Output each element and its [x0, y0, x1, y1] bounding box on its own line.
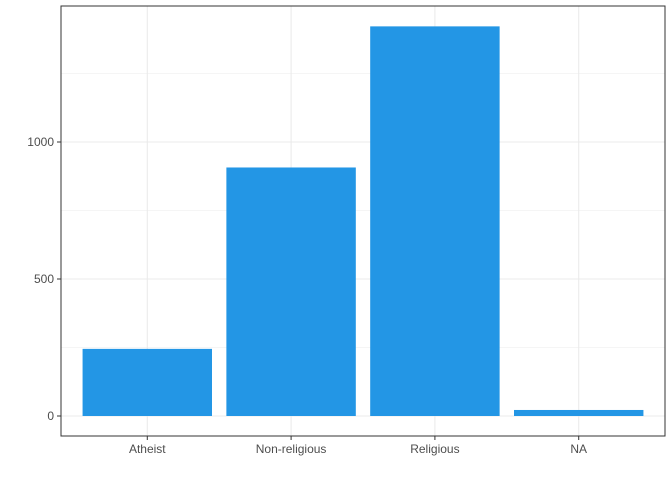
y-tick-label: 1000 — [27, 135, 54, 149]
x-tick-label: Religious — [410, 442, 459, 456]
bar-na — [514, 409, 644, 416]
bar-religious — [370, 26, 500, 416]
bar-non-religious — [226, 167, 356, 416]
y-tick-label: 500 — [34, 272, 54, 286]
bars-layer — [82, 26, 644, 416]
x-tick-label: Non-religious — [256, 442, 327, 456]
bar-atheist — [82, 348, 212, 416]
plot-panel-border — [60, 5, 666, 437]
x-tick-label: NA — [570, 442, 587, 456]
axis-layer: 0 500 1000 Atheist Non-religious Religious NA — [27, 135, 587, 456]
x-tick-label: Atheist — [129, 442, 166, 456]
y-tick-label: 0 — [47, 409, 54, 423]
